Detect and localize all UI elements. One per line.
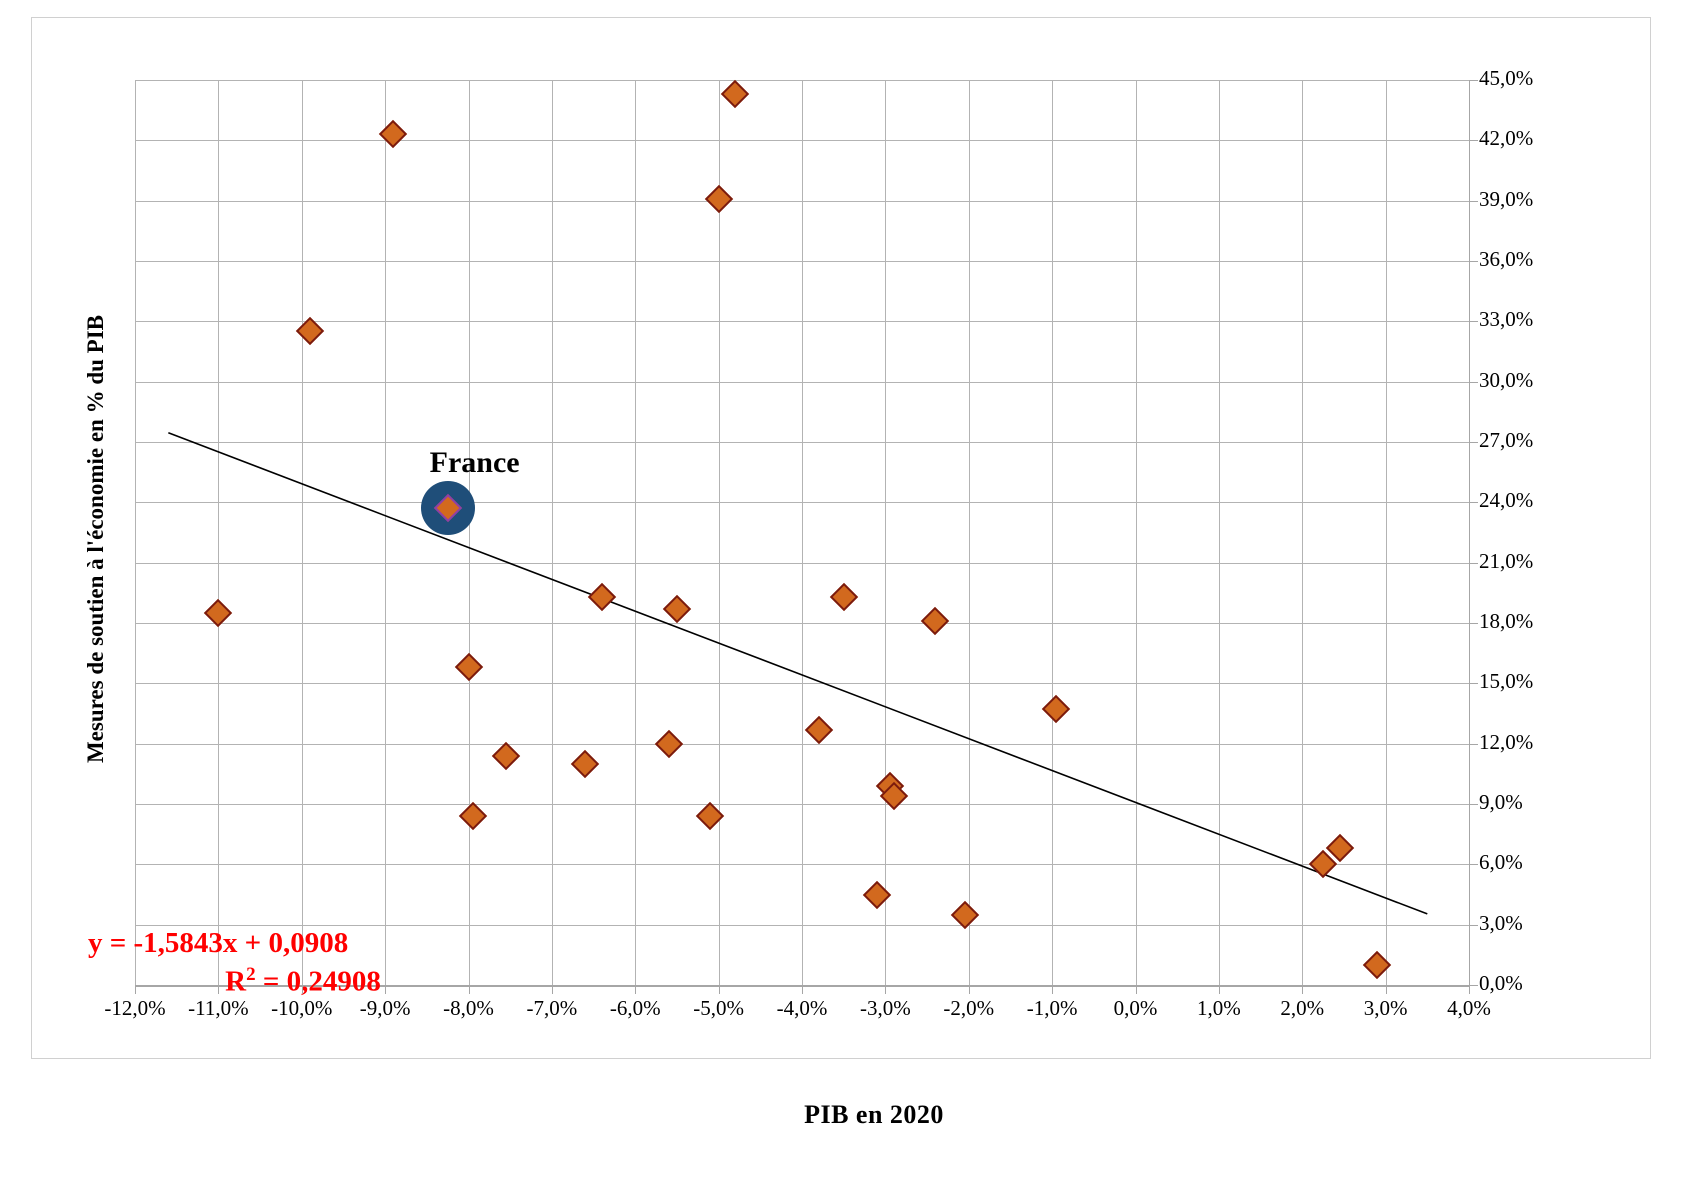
r-squared-value: = 0,24908 xyxy=(255,965,381,998)
x-axis-tick-label: -10,0% xyxy=(271,996,333,1020)
y-axis-tick xyxy=(1469,80,1478,81)
r-squared-prefix: R xyxy=(225,965,247,998)
r-squared-label: R2 = 0,24908 xyxy=(88,962,488,1001)
y-axis-tick xyxy=(1469,924,1478,926)
y-axis-tick-label: 3,0% xyxy=(1479,910,1523,935)
gridline-vertical xyxy=(218,80,220,985)
x-axis-tick xyxy=(1135,985,1137,994)
y-axis-tick-label: 27,0% xyxy=(1479,428,1534,452)
y-axis-tick xyxy=(1469,261,1478,262)
x-axis-tick xyxy=(1218,985,1220,994)
chart-frame: Mesures de soutien à l'économie en % du … xyxy=(31,17,1651,1129)
gridline-vertical xyxy=(1302,80,1304,985)
x-axis-tick-label: 3,0% xyxy=(1363,996,1408,1020)
x-axis-tick xyxy=(718,985,720,994)
x-axis-tick xyxy=(968,985,970,994)
x-axis-tick-label: 0,0% xyxy=(1113,996,1158,1020)
x-axis-tick-label: 4,0% xyxy=(1447,996,1491,1020)
x-axis-tick xyxy=(635,985,637,994)
y-axis-tick xyxy=(1469,200,1478,202)
gridline-vertical xyxy=(551,80,553,985)
x-axis-tick-label: -11,0% xyxy=(188,996,249,1020)
x-axis-tick xyxy=(1302,985,1304,994)
x-axis-tick xyxy=(301,985,303,994)
gridline-vertical xyxy=(385,80,387,985)
y-axis-tick xyxy=(1469,623,1478,624)
y-axis-tick xyxy=(1469,442,1478,443)
y-axis-tick-label: 21,0% xyxy=(1479,548,1534,573)
x-axis-tick xyxy=(1052,985,1054,994)
gridline-vertical xyxy=(1218,80,1220,985)
gridline-vertical xyxy=(1052,80,1054,985)
y-axis-tick xyxy=(1469,562,1478,564)
gridline-vertical xyxy=(1135,80,1137,985)
x-axis-tick xyxy=(135,985,136,994)
gridline-vertical xyxy=(968,80,970,985)
y-axis-tick-label: 24,0% xyxy=(1479,488,1534,513)
y-axis-tick-label: 42,0% xyxy=(1479,126,1534,151)
x-axis-tick-label: 1,0% xyxy=(1197,996,1241,1020)
france-data-label: France xyxy=(429,446,520,480)
r-squared-exponent: 2 xyxy=(246,964,256,986)
x-axis-tick-label: -12,0% xyxy=(104,996,166,1020)
gridline-vertical xyxy=(1385,80,1387,985)
gridline-vertical xyxy=(468,80,470,985)
y-axis-tick xyxy=(1469,321,1478,323)
y-axis-tick-label: 12,0% xyxy=(1479,729,1534,754)
y-axis-tick-label: 0,0% xyxy=(1479,971,1523,995)
x-axis-tick xyxy=(551,985,553,994)
regression-equation: y = -1,5843x + 0,0908 xyxy=(88,927,349,959)
y-axis-tick xyxy=(1469,804,1478,805)
x-axis-tick-label: -9,0% xyxy=(359,996,411,1020)
x-axis-tick-label: -5,0% xyxy=(693,996,744,1020)
x-axis-tick xyxy=(802,985,803,994)
y-axis-tick xyxy=(1469,381,1478,383)
y-axis-tick-label: 30,0% xyxy=(1479,367,1534,392)
x-axis-tick xyxy=(218,985,220,994)
y-axis-tick-label: 45,0% xyxy=(1479,66,1534,90)
x-axis-tick-label: -8,0% xyxy=(443,996,494,1020)
regression-annotation: y = -1,5843x + 0,0908 R2 = 0,24908 xyxy=(88,924,488,1001)
plot-top-border xyxy=(135,80,1469,81)
y-axis-title: Mesures de soutien à l'économie en % du … xyxy=(83,314,108,764)
x-axis-tick xyxy=(1385,985,1387,994)
y-axis-tick xyxy=(1469,743,1478,745)
y-axis-tick xyxy=(1469,502,1478,504)
plot-left-border xyxy=(135,80,136,985)
gridline-vertical xyxy=(718,80,720,985)
y-axis-tick-label: 33,0% xyxy=(1479,307,1534,332)
x-axis-tick xyxy=(385,985,387,994)
y-axis-tick xyxy=(1469,985,1478,986)
x-axis-tick-label: -7,0% xyxy=(526,996,578,1020)
y-axis-tick xyxy=(1469,683,1478,685)
y-axis-line xyxy=(1469,80,1470,985)
y-axis-tick xyxy=(1469,864,1478,866)
x-axis-tick-label: 2,0% xyxy=(1280,996,1325,1020)
y-axis-tick-label: 36,0% xyxy=(1479,247,1534,271)
x-axis-tick-label: -1,0% xyxy=(1026,996,1078,1020)
gridline-vertical xyxy=(301,80,303,985)
x-axis-tick-label: -4,0% xyxy=(776,996,828,1020)
x-axis-tick-label: -3,0% xyxy=(860,996,911,1020)
y-axis-tick-label: 18,0% xyxy=(1479,609,1534,633)
gridline-vertical xyxy=(635,80,637,985)
y-axis-tick-label: 39,0% xyxy=(1479,186,1534,211)
trendline xyxy=(168,432,1428,915)
y-axis-tick-label: 15,0% xyxy=(1479,669,1534,694)
y-axis-tick xyxy=(1469,140,1478,142)
gridline-vertical xyxy=(885,80,887,985)
y-axis-tick-label: 9,0% xyxy=(1479,790,1523,814)
x-axis-tick xyxy=(885,985,887,994)
x-axis-tick xyxy=(1469,985,1470,994)
x-axis-title: PIB en 2020 xyxy=(804,1100,944,1129)
x-axis-tick xyxy=(468,985,470,994)
plot-area xyxy=(135,80,1469,985)
gridline-vertical xyxy=(802,80,803,985)
x-axis-tick-label: -6,0% xyxy=(609,996,661,1020)
y-axis-tick-label: 6,0% xyxy=(1479,850,1523,875)
x-axis-tick-label: -2,0% xyxy=(943,996,995,1020)
